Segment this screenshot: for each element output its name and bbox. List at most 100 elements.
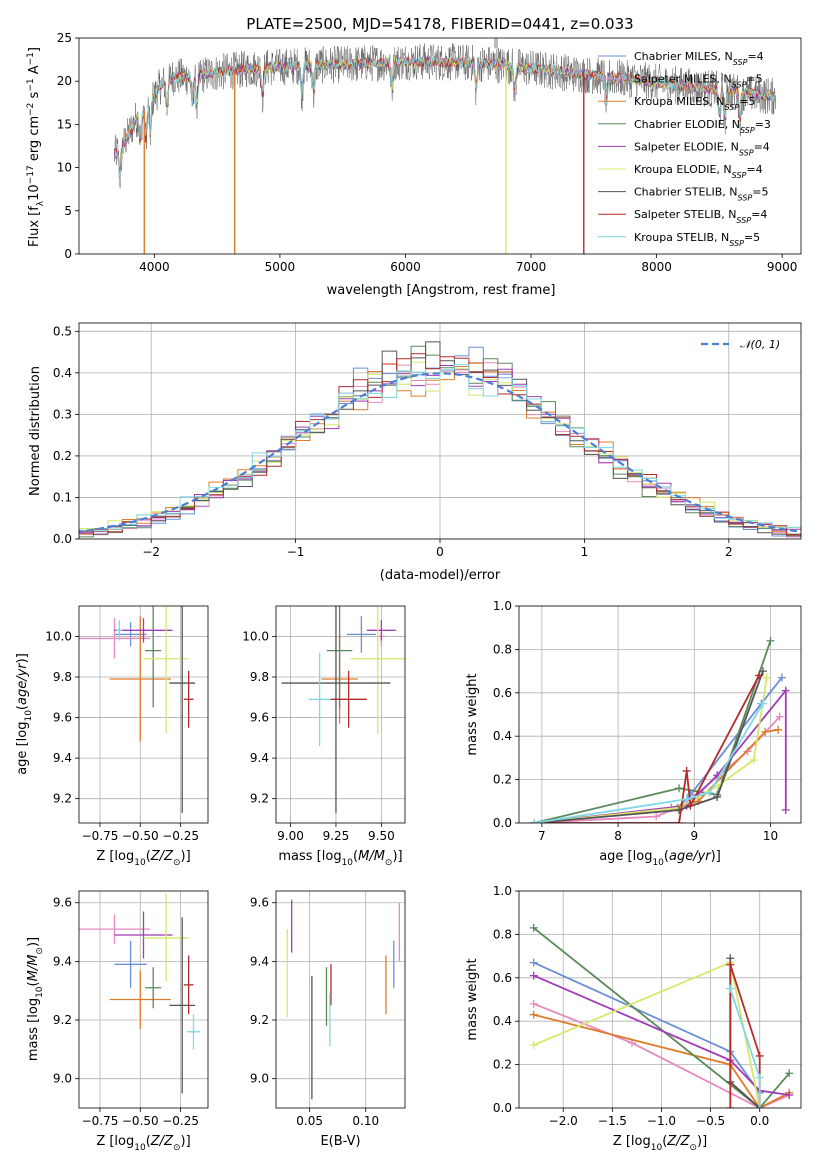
mass-weight-marker [774, 725, 783, 734]
x-tick-label: −0.50 [122, 829, 159, 843]
x-tick-label: 9.25 [323, 829, 350, 843]
x-tick-label: −1 [287, 545, 305, 559]
mass-weight-marker [777, 673, 786, 682]
x-tick-label: −0.50 [122, 1114, 159, 1128]
mass-weight-marker [766, 636, 775, 645]
y-tick-label: 0.0 [493, 816, 512, 830]
mass-weight-marker [755, 1073, 764, 1082]
y-tick-label: 25 [57, 31, 72, 45]
mass-weight-marker [675, 819, 684, 823]
x-tick-label: 10 [763, 829, 778, 843]
y-tick-label: 9.0 [53, 1072, 72, 1086]
y-tick-label: 9.4 [250, 954, 269, 968]
y-axis-label: mass weight [465, 958, 480, 1040]
x-tick-label: 0 [436, 545, 444, 559]
mass-weight-marker [726, 984, 735, 993]
legend-entry: Kroupa MILES, NSSP=5 [634, 95, 755, 112]
mass-weight-line [534, 677, 783, 823]
x-tick-label: −0.25 [162, 829, 199, 843]
mw-vs-Z-frame [518, 890, 802, 1109]
residuals-frame [78, 322, 802, 540]
age-vs-Z-frame [78, 605, 209, 824]
x-tick-label: 4000 [139, 260, 170, 274]
residual-histogram [79, 364, 801, 537]
y-tick-label: 9.2 [250, 1013, 269, 1027]
mw-vs-Z-plot-area [519, 891, 801, 1108]
y-tick-label: 0.6 [493, 686, 512, 700]
mass-weight-marker [726, 960, 735, 969]
x-axis-label: Z [log10(Z/Z⊙)] [96, 1134, 190, 1153]
x-tick-label: −0.75 [82, 1114, 119, 1128]
y-tick-label: 0.2 [53, 449, 72, 463]
x-axis-label: E(B-V) [320, 1134, 360, 1149]
spectrum-plot-area [113, 38, 776, 254]
mass-weight-marker [758, 667, 767, 676]
x-tick-label: 1 [581, 545, 589, 559]
y-tick-label: 9.4 [53, 751, 72, 765]
mass-weight-marker [682, 766, 691, 775]
y-tick-label: 9.4 [53, 954, 72, 968]
mass-vs-Z-plot-area [79, 891, 208, 1108]
y-tick-label: 0.4 [53, 366, 72, 380]
mw-vs-age-plot-area [519, 606, 801, 823]
y-tick-label: 9.2 [53, 792, 72, 806]
mass-vs-ebv-panel: 0.05 0.10 9.0 9.2 9.4 9.6 E(B-V) [250, 890, 406, 1149]
mass-weight-line [534, 670, 764, 823]
y-tick-label: 0.2 [493, 1058, 512, 1072]
spectrum-panel: 4000 5000 6000 7000 8000 9000 0 5 10 15 20 25 Chabri… [26, 31, 802, 298]
y-axis-label: mass [log10(M/M⊙)] [26, 937, 45, 1061]
legend-entry: Kroupa ELODIE, NSSP=4 [634, 163, 763, 180]
mass-weight-marker [755, 1051, 764, 1060]
mass-weight-marker [529, 999, 538, 1008]
residuals-panel: −2 −1 0 1 2 0.0 0.1 0.2 0.3 0.4 0.5 𝒩(0, 1) (data-mo… [28, 322, 802, 583]
mass-weight-marker [726, 1104, 735, 1108]
age-vs-Z-plot-area [79, 606, 208, 823]
mass-weight-marker [755, 671, 764, 680]
mass-weight-marker [781, 686, 790, 695]
x-tick-label: −1.0 [647, 1114, 676, 1128]
y-tick-label: 0.8 [493, 927, 512, 941]
y-tick-label: 0.5 [53, 324, 72, 338]
mass-weight-marker [529, 1041, 538, 1050]
mass-weight-marker [713, 782, 722, 791]
mass-weight-line [534, 703, 764, 823]
x-tick-label: −1.5 [598, 1114, 627, 1128]
mass-weight-marker [761, 727, 770, 736]
mass-weight-marker [762, 673, 771, 682]
mass-weight-marker [675, 784, 684, 793]
mass-weight-marker [758, 699, 767, 708]
y-axis-label: Normed distribution [28, 366, 43, 496]
spectrum-legend: Chabrier MILES, NSSP=4 Salpeter MILES, NS… [598, 50, 771, 247]
y-tick-label: 9.6 [53, 711, 72, 725]
y-tick-label: 0 [64, 247, 72, 261]
mw-vs-Z-panel: −2.0 −1.5 −1.0 −0.5 0.0 0.0 0.2 0.4 0.6 0.8 1.0 Z [… [465, 884, 802, 1153]
y-tick-label: 9.8 [250, 670, 269, 684]
legend-entry: Chabrier MILES, NSSP=4 [634, 50, 764, 67]
mass-weight-marker [529, 958, 538, 967]
mw-vs-age-panel: 7 8 9 10 0.0 0.2 0.4 0.6 0.8 1.0 age [log10(age/yr… [465, 599, 802, 868]
legend-entry: 𝒩(0, 1) [740, 338, 780, 351]
x-tick-label: 0.05 [296, 1114, 323, 1128]
x-tick-label: 0.10 [352, 1114, 379, 1128]
mass-weight-marker [705, 788, 714, 797]
mass-vs-ebv-plot-area [276, 891, 405, 1108]
x-tick-label: −2.0 [549, 1114, 578, 1128]
mass-weight-line [533, 640, 772, 823]
x-tick-label: −2 [142, 545, 160, 559]
mass-weight-marker [755, 1104, 764, 1108]
y-tick-label: 0.4 [493, 729, 512, 743]
x-tick-label: 8000 [641, 260, 672, 274]
spectrum-artifact [493, 38, 498, 49]
mass-weight-marker [785, 1090, 794, 1099]
mass-weight-marker [652, 812, 661, 821]
mass-weight-marker [682, 795, 691, 804]
mass-weight-line [533, 927, 790, 1108]
y-tick-label: 0.3 [53, 407, 72, 421]
x-tick-label: 7 [538, 829, 546, 843]
age-vs-mass-frame [275, 605, 406, 824]
x-tick-label: −0.25 [162, 1114, 199, 1128]
x-axis-label: wavelength [Angstrom, rest frame] [327, 283, 556, 298]
spectrum-series-line [113, 43, 776, 189]
mass-weight-marker [775, 712, 784, 721]
